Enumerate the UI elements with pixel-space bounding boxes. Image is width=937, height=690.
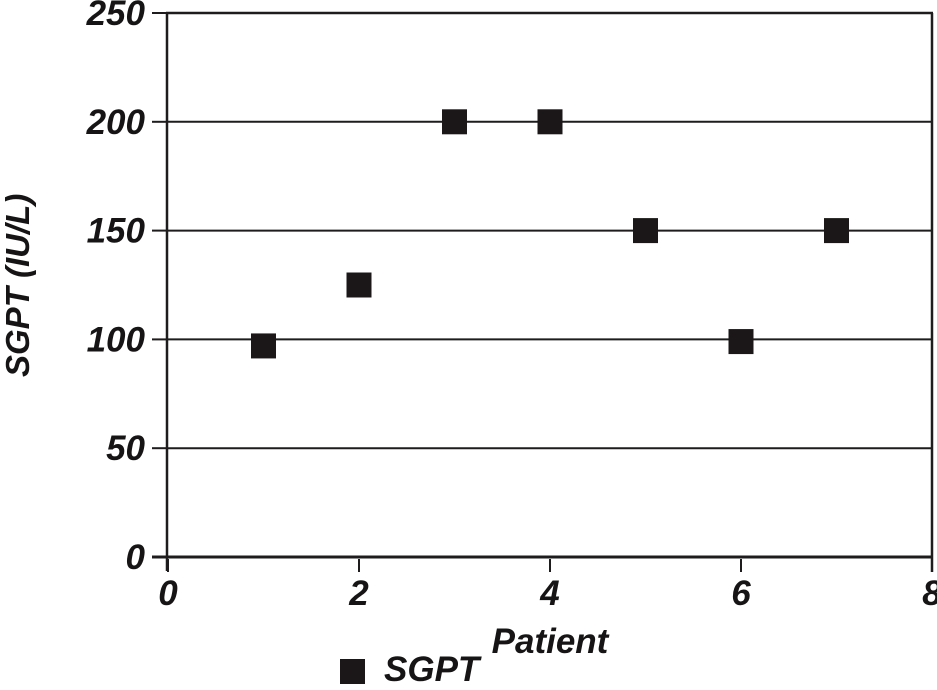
y-tick-label-0: 0 bbox=[126, 538, 146, 577]
x-tick-label-4: 4 bbox=[539, 574, 559, 613]
data-point-marker bbox=[728, 329, 754, 355]
y-tick-label-200: 200 bbox=[86, 103, 146, 142]
x-tick-label-2: 2 bbox=[348, 574, 369, 613]
data-point-marker bbox=[251, 333, 276, 359]
x-axis-title: Patient bbox=[491, 622, 609, 661]
data-point-marker bbox=[633, 218, 658, 244]
data-point-marker bbox=[537, 109, 563, 135]
data-point-marker bbox=[824, 218, 849, 244]
legend-square-marker-icon bbox=[340, 659, 365, 684]
legend: SGPT bbox=[340, 652, 479, 687]
data-point-marker bbox=[442, 109, 467, 135]
legend-series-label: SGPT bbox=[384, 650, 480, 689]
x-tick-label-8: 8 bbox=[922, 574, 937, 613]
y-tick-label-50: 50 bbox=[106, 429, 145, 468]
y-tick-label-250: 250 bbox=[86, 0, 146, 33]
x-tick-label-0: 0 bbox=[158, 574, 178, 613]
y-tick-label-150: 150 bbox=[87, 212, 146, 251]
x-tick-label-6: 6 bbox=[731, 574, 751, 613]
data-point-marker bbox=[346, 272, 372, 298]
y-tick-label-100: 100 bbox=[87, 320, 146, 359]
